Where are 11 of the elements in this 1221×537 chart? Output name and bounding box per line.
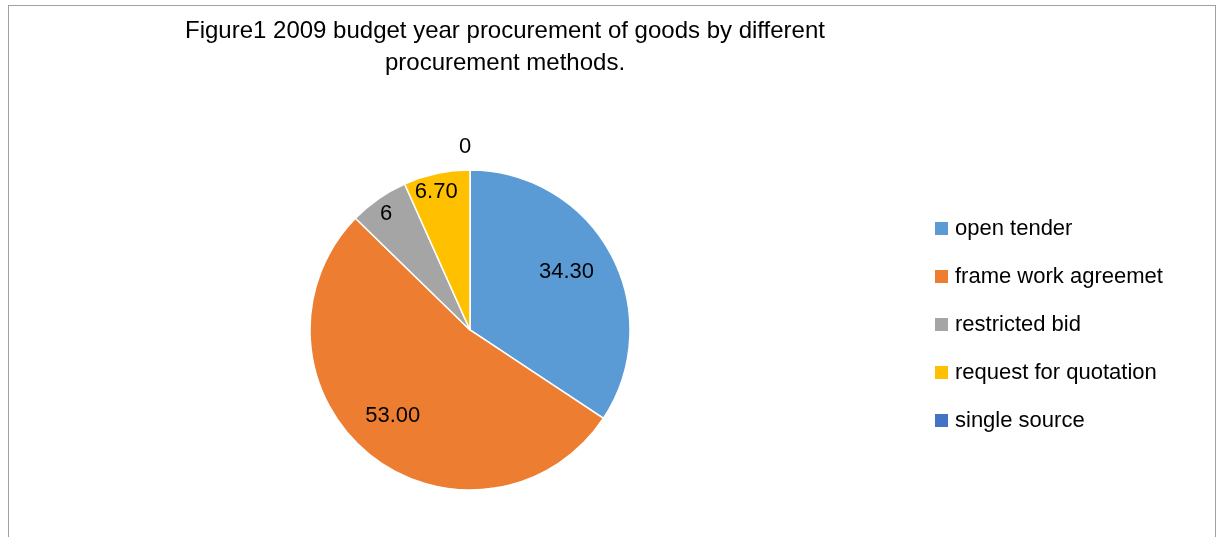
legend-label: request for quotation — [955, 359, 1157, 385]
data-label: 34.30 — [538, 257, 594, 283]
legend-label: frame work agreemet — [955, 263, 1163, 289]
legend-label: open tender — [955, 215, 1073, 241]
chart-title: Figure1 2009 budget year procurement of goods by different procurement methods. — [184, 15, 826, 77]
data-label: 6.70 — [414, 177, 458, 203]
data-label: 53.00 — [365, 402, 421, 428]
legend-label: single source — [955, 407, 1085, 433]
text: 0 — [458, 133, 472, 159]
legend-label: restricted bid — [955, 311, 1081, 337]
data-label: 6 — [380, 199, 393, 225]
